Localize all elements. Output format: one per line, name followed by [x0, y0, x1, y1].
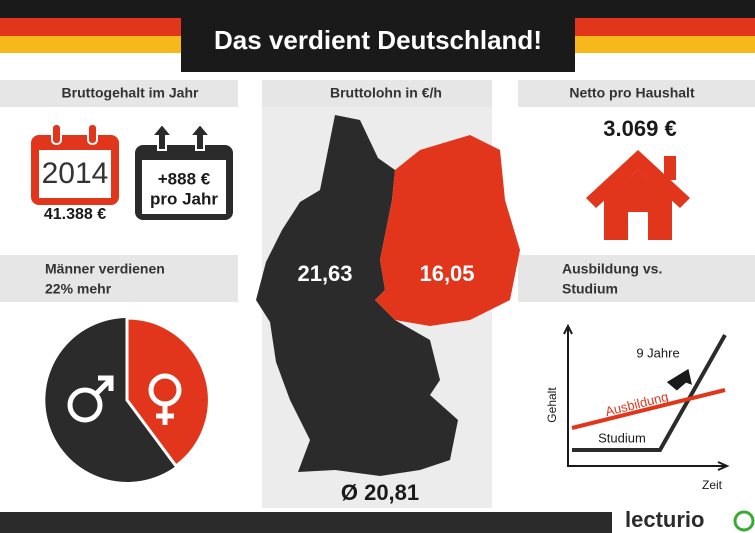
title: Das verdient Deutschland!	[214, 25, 542, 55]
label-bar	[518, 255, 755, 302]
arrow-icon	[187, 122, 213, 151]
logo: lecturio	[625, 507, 704, 532]
training-line	[571, 388, 726, 430]
study-label: Studium	[598, 430, 646, 445]
pie-men	[45, 318, 176, 482]
female-symbol	[156, 404, 174, 425]
axis-arrows	[563, 323, 730, 471]
calendar-ring	[87, 123, 98, 145]
household-amount: 3.069 €	[603, 116, 676, 141]
map-west	[256, 115, 458, 476]
chart-axes	[567, 328, 726, 467]
arrow-icon	[149, 122, 175, 151]
wage-west: 21,63	[297, 261, 352, 286]
increase-page	[142, 160, 226, 214]
x-axis-label: Zeit	[702, 478, 723, 492]
title-box	[181, 10, 575, 72]
study-line	[572, 334, 727, 452]
panel-label: Bruttogehalt im Jahr	[62, 85, 199, 101]
pie-women	[125, 316, 211, 469]
wage-average: Ø 20,81	[341, 480, 419, 505]
male-symbol	[94, 375, 114, 396]
increase-amount: +888 €	[158, 169, 211, 188]
map-east	[375, 135, 520, 326]
calendar-ring	[51, 123, 62, 145]
wage-east: 16,05	[419, 261, 474, 286]
label-bar	[262, 80, 492, 107]
salary-amount: 41.388 €	[44, 206, 106, 223]
y-axis-label: Gehalt	[545, 387, 559, 423]
increase-unit: pro Jahr	[150, 189, 218, 208]
annotation-arrow	[666, 368, 692, 391]
label-bar	[518, 80, 755, 107]
calendar-year: 2014	[42, 157, 109, 190]
calendar-page	[39, 150, 111, 198]
annotation: 9 Jahre	[636, 345, 679, 360]
panel-label: Bruttolohn in €/h	[330, 85, 442, 101]
panel-label: Studium	[562, 281, 618, 297]
male-symbol	[67, 387, 103, 423]
panel-label: Netto pro Haushalt	[569, 85, 695, 101]
label-bar	[0, 80, 238, 107]
house-body	[604, 170, 672, 240]
panel-label: Männer verdienen	[45, 261, 165, 277]
label-bar	[0, 255, 238, 302]
footer-bar	[0, 512, 612, 533]
panel-label: Ausbildung vs.	[562, 261, 662, 277]
logo-icon	[733, 510, 755, 532]
panel-label: 22% mehr	[45, 281, 112, 297]
house-chimney	[664, 156, 676, 180]
